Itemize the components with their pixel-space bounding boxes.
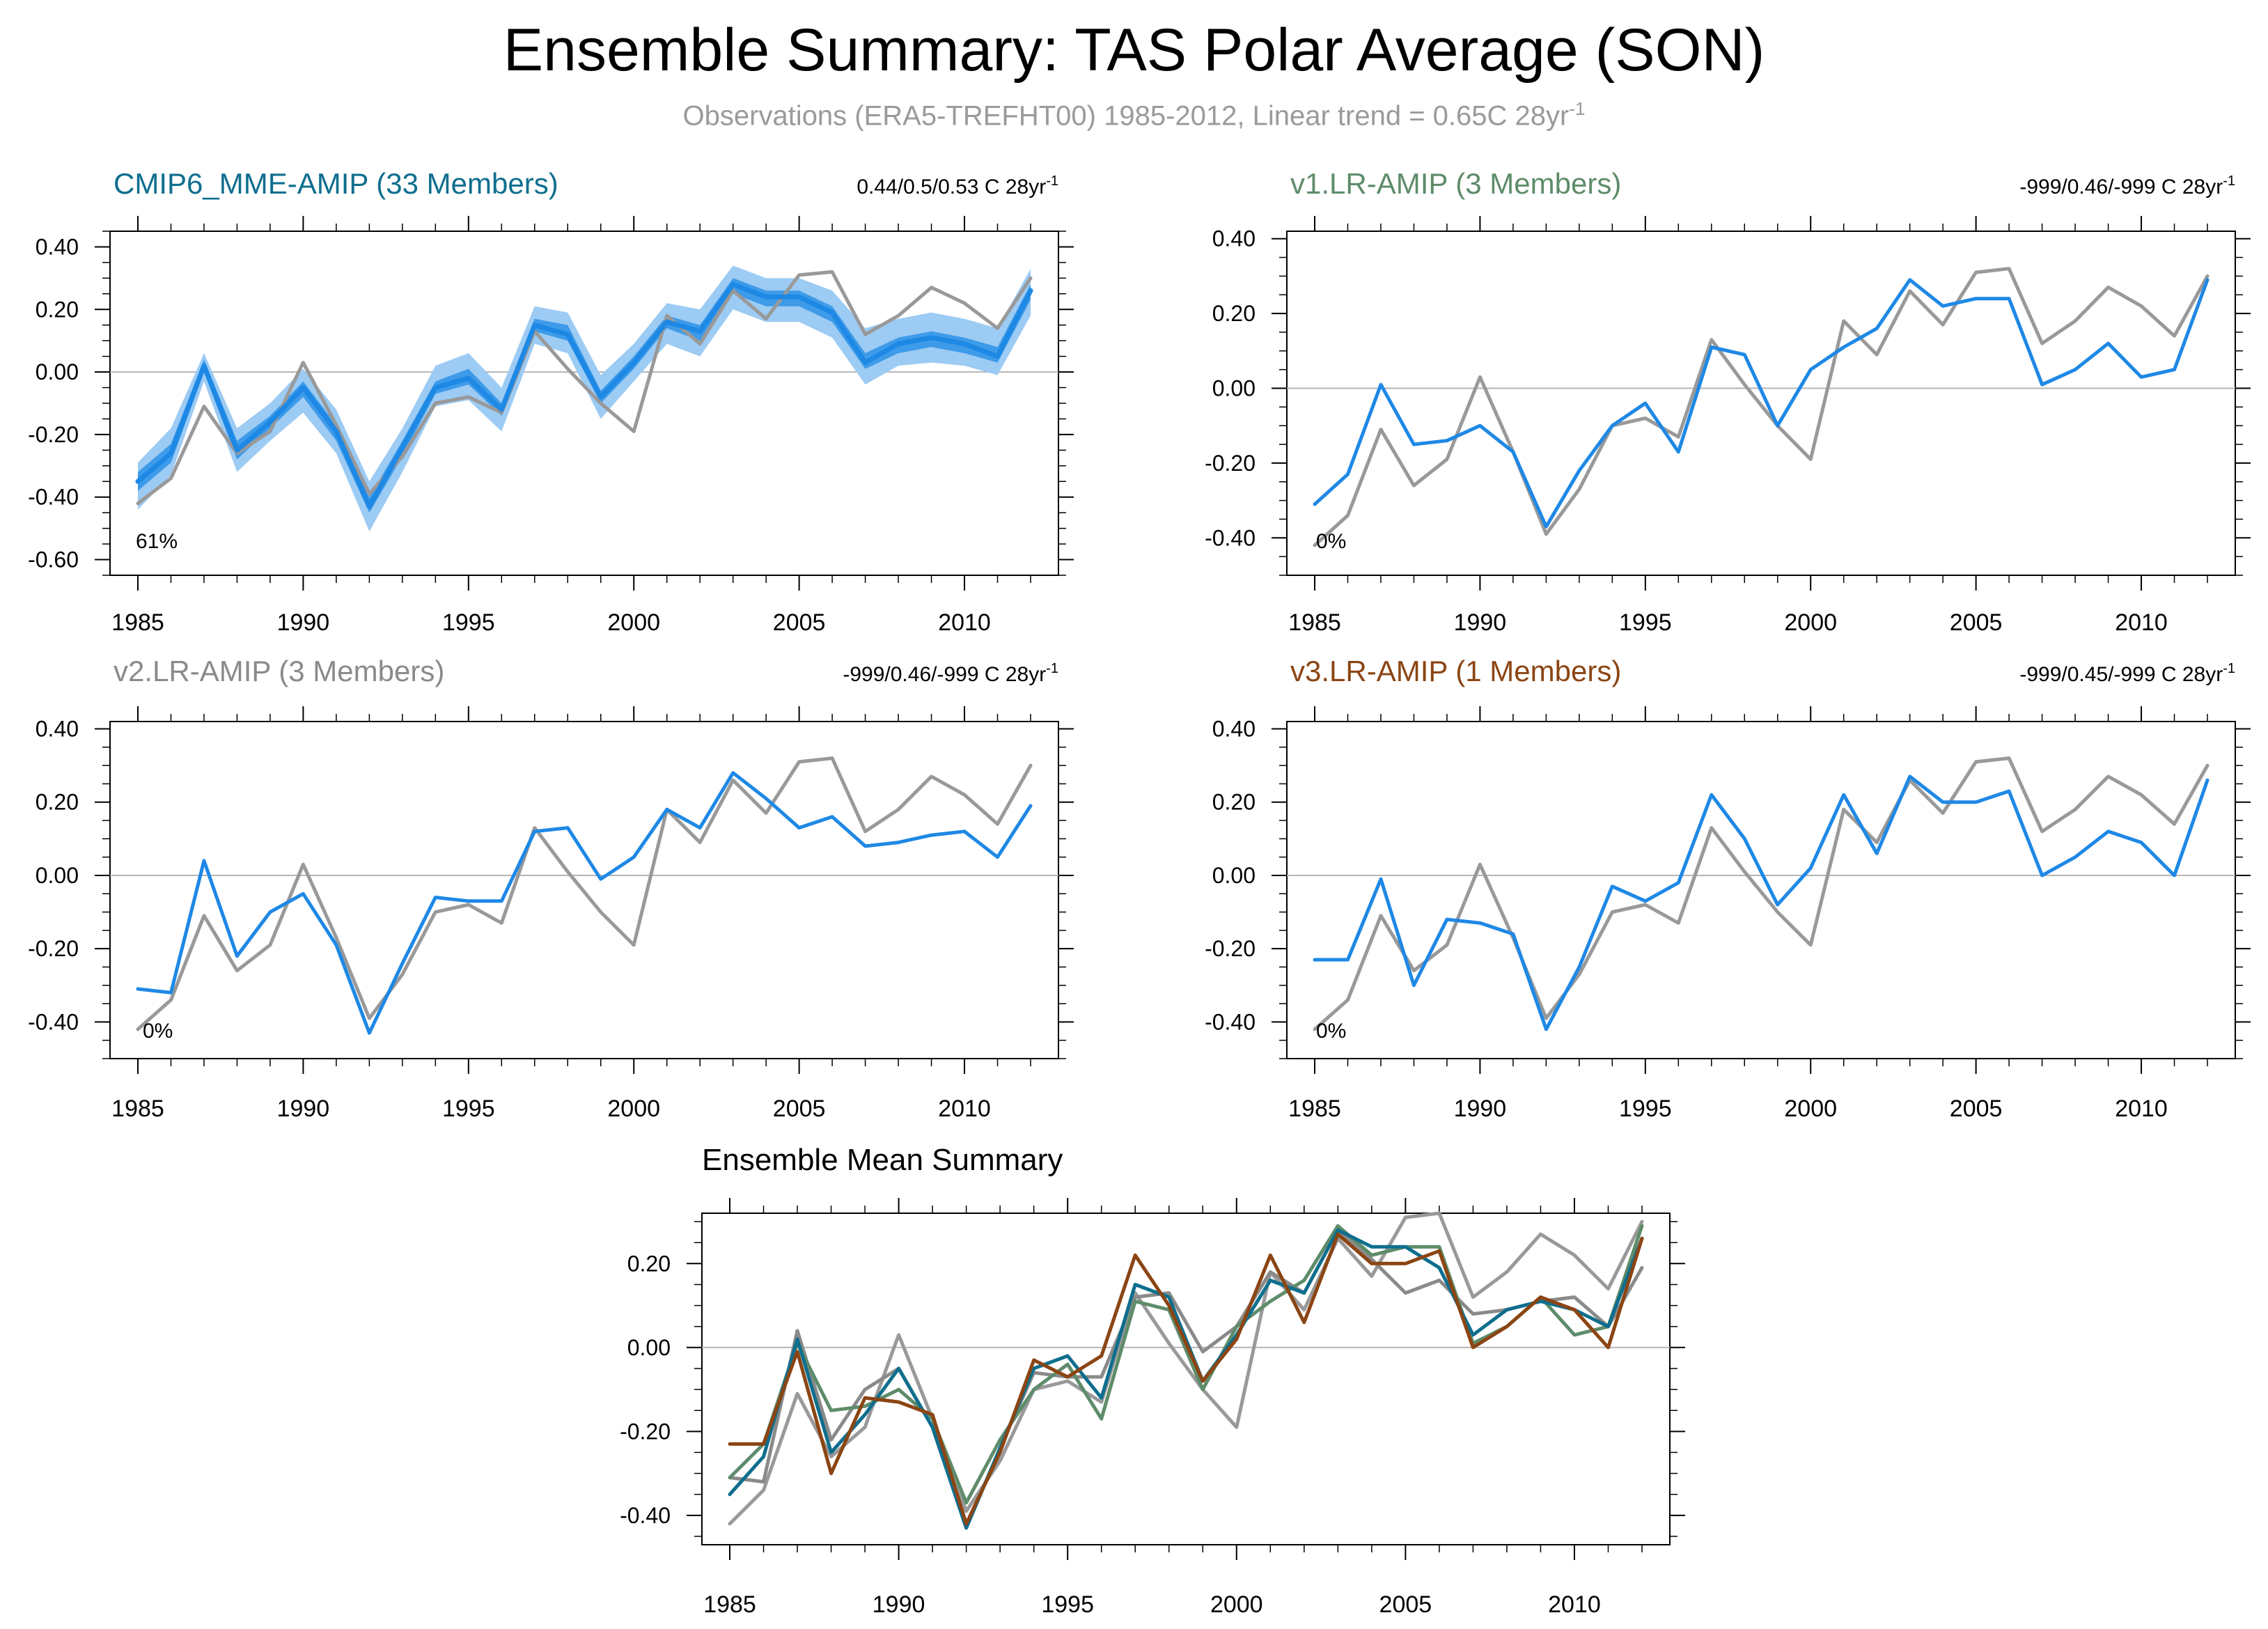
x-tick-label: 1985 — [1288, 609, 1341, 636]
y-tick-label: -0.60 — [28, 547, 79, 572]
y-tick-label: -0.40 — [28, 485, 79, 510]
y-tick-label: -0.20 — [1205, 451, 1256, 476]
y-tick-label: 0.20 — [36, 790, 79, 815]
percent-label: 0% — [1316, 1020, 1346, 1043]
series-line-obs — [728, 1211, 1644, 1526]
x-tick-label: 1985 — [1288, 1096, 1341, 1122]
chart-mean: Ensemble Mean Summary -0.40 -0.20 0.00 0.20 1… — [620, 1143, 1685, 1618]
series-line-model — [1313, 774, 2210, 1031]
x-tick-label: 2005 — [773, 609, 826, 636]
x-tick-label: 2010 — [938, 609, 991, 636]
x-tick-label: 1995 — [442, 1096, 495, 1122]
percent-label: 0% — [143, 1020, 173, 1043]
y-tick-label: 0.40 — [1212, 717, 1256, 742]
page-title: Ensemble Summary: TAS Polar Average (SON… — [503, 17, 1765, 84]
chart-cmip6: CMIP6_MME-AMIP (33 Members) 0.44/0.5/0.53… — [28, 167, 1074, 636]
x-tick-label: 2010 — [2115, 609, 2168, 636]
series-line-obs — [1313, 267, 2210, 547]
x-tick-label: 2000 — [1210, 1591, 1263, 1618]
y-tick-label: 0.20 — [627, 1251, 671, 1276]
series-line-obs — [136, 270, 1033, 506]
y-tick-label: 0.00 — [1212, 376, 1256, 401]
y-tick-label: 0.40 — [36, 717, 79, 742]
x-tick-label: 1995 — [1619, 609, 1672, 636]
y-tick-label: -0.20 — [620, 1419, 671, 1444]
x-tick-label: 1995 — [1619, 1096, 1672, 1122]
y-tick-label: -0.40 — [1205, 525, 1256, 550]
chart-v1: v1.LR-AMIP (3 Members) -999/0.46/-999 C 2… — [1205, 167, 2251, 636]
x-tick-label: 2010 — [1548, 1591, 1601, 1618]
subtitle-text: Observations (ERA5-TREFHT00) 1985-2012, … — [682, 100, 1570, 132]
y-tick-label: 0.20 — [1212, 790, 1256, 815]
x-tick-label: 1990 — [873, 1591, 925, 1618]
series-line-model — [135, 281, 1033, 509]
trend-label: 0.44/0.5/0.53 C 28yr-1 — [857, 173, 1058, 198]
x-tick-label: 1990 — [1454, 609, 1507, 636]
y-tick-label: 0.00 — [627, 1335, 671, 1360]
x-tick-label: 2000 — [1784, 609, 1837, 636]
x-tick-label: 1985 — [111, 1096, 164, 1122]
series-line-model — [1313, 278, 2210, 529]
percent-label: 61% — [136, 530, 178, 553]
plot-frame — [701, 1213, 1671, 1545]
x-tick-label: 2005 — [773, 1096, 826, 1122]
y-tick-label: -0.40 — [620, 1503, 671, 1528]
y-tick-label: 0.40 — [1212, 226, 1256, 251]
chart-title: CMIP6_MME-AMIP (33 Members) — [114, 167, 558, 200]
subtitle-exponent: -1 — [1569, 98, 1586, 119]
x-tick-label: 2005 — [1379, 1591, 1432, 1618]
x-tick-label: 2010 — [938, 1096, 991, 1122]
x-tick-label: 2005 — [1950, 609, 2003, 636]
x-tick-label: 1990 — [277, 1096, 330, 1122]
series-line-model — [136, 771, 1033, 1035]
chart-title: v3.LR-AMIP (1 Members) — [1290, 655, 1621, 687]
y-tick-label: -0.20 — [1205, 936, 1256, 961]
x-tick-label: 1995 — [442, 609, 495, 636]
chart-title: v2.LR-AMIP (3 Members) — [114, 655, 444, 687]
y-tick-label: 0.20 — [1212, 301, 1256, 326]
spread-band-outer — [138, 265, 1031, 532]
x-tick-label: 1990 — [277, 609, 330, 636]
y-tick-label: -0.40 — [28, 1009, 79, 1034]
x-tick-label: 1990 — [1454, 1096, 1507, 1122]
x-tick-label: 1995 — [1041, 1591, 1094, 1618]
y-tick-label: 0.00 — [36, 863, 79, 888]
y-tick-label: -0.20 — [28, 936, 79, 961]
y-tick-label: 0.00 — [1212, 863, 1256, 888]
plot-frame — [109, 721, 1059, 1059]
y-tick-label: 0.00 — [36, 359, 79, 384]
x-tick-label: 2000 — [1784, 1096, 1837, 1122]
spread-band-inner — [138, 278, 1031, 513]
series-line-v2 — [728, 1228, 1644, 1530]
percent-label: 0% — [1316, 530, 1346, 553]
x-tick-label: 2000 — [607, 1096, 660, 1122]
chart-title: v1.LR-AMIP (3 Members) — [1290, 167, 1621, 200]
series-line-v3 — [728, 1232, 1644, 1526]
plot-frame — [1286, 721, 2236, 1059]
series-line-v1 — [728, 1224, 1644, 1505]
y-tick-label: 0.20 — [36, 297, 79, 322]
y-tick-label: -0.20 — [28, 422, 79, 447]
trend-label: -999/0.46/-999 C 28yr-1 — [2019, 173, 2235, 198]
x-tick-label: 2010 — [2115, 1096, 2168, 1122]
trend-label: -999/0.45/-999 C 28yr-1 — [2019, 661, 2235, 686]
x-tick-label: 1985 — [111, 609, 164, 636]
chart-title: Ensemble Mean Summary — [702, 1143, 1063, 1177]
page-subtitle: Observations (ERA5-TREFHT00) 1985-2012, … — [0, 92, 2268, 132]
y-tick-label: -0.40 — [1205, 1009, 1256, 1034]
plot-frame — [1286, 231, 2236, 576]
x-tick-label: 2000 — [607, 609, 660, 636]
y-tick-label: 0.40 — [36, 234, 79, 259]
series-line-obs — [136, 756, 1033, 1031]
chart-v2: v2.LR-AMIP (3 Members) -999/0.46/-999 C 2… — [28, 655, 1074, 1122]
chart-v3: v3.LR-AMIP (1 Members) -999/0.45/-999 C 2… — [1205, 655, 2251, 1122]
series-line-obs — [1313, 756, 2210, 1031]
x-tick-label: 1985 — [703, 1591, 756, 1618]
x-tick-label: 2005 — [1950, 1096, 2003, 1122]
trend-label: -999/0.46/-999 C 28yr-1 — [843, 661, 1058, 686]
plot-frame — [109, 231, 1059, 576]
